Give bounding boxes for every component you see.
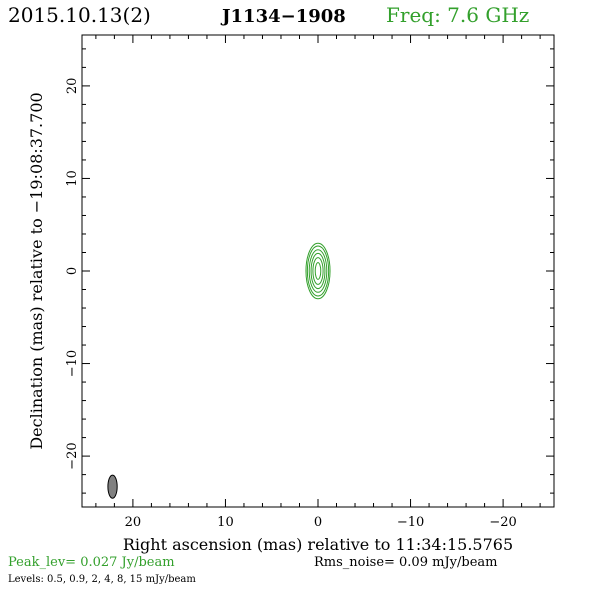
plot-frame xyxy=(81,34,555,508)
axis-ticks xyxy=(82,35,554,507)
beam-group xyxy=(107,474,118,499)
x-tick-label: 10 xyxy=(217,515,234,530)
peak-level: Peak_lev= 0.027 Jy/beam xyxy=(8,555,175,570)
contour-level-6 xyxy=(314,262,322,280)
x-tick-label: −20 xyxy=(489,515,516,530)
contour-levels: Levels: 0.5, 0.9, 2, 4, 8, 15 mJy/beam xyxy=(8,574,196,585)
x-tick-label: −10 xyxy=(397,515,424,530)
contour-level-4 xyxy=(310,252,326,290)
y-tick-label: 20 xyxy=(65,78,80,95)
contour-level-1 xyxy=(305,242,331,300)
source-name: J1134−1908 xyxy=(220,6,346,27)
y-tick-label: 0 xyxy=(65,267,80,275)
beam-ellipse xyxy=(107,474,118,499)
contour-level-3 xyxy=(308,249,328,293)
rms-noise: Rms_noise= 0.09 mJy/beam xyxy=(314,555,497,570)
y-axis-label: Declination (mas) relative to −19:08:37.… xyxy=(27,92,46,449)
y-tick-labels: 20 10 0 −10 −20 xyxy=(65,78,80,470)
x-tick-label: 20 xyxy=(125,515,142,530)
x-tick-labels: 20 10 0 −10 −20 xyxy=(125,515,517,530)
y-tick-label: 10 xyxy=(65,170,80,187)
x-axis-label: Right ascension (mas) relative to 11:34:… xyxy=(123,535,513,554)
frequency-label: Freq: 7.6 GHz xyxy=(386,3,529,27)
observation-date: 2015.10.13(2) xyxy=(8,3,151,27)
contour-level-5 xyxy=(312,257,324,285)
contour-group xyxy=(305,242,331,300)
contour-level-2 xyxy=(306,245,330,297)
y-tick-label: −20 xyxy=(65,442,80,469)
y-tick-label: −10 xyxy=(65,350,80,377)
x-tick-label: 0 xyxy=(314,515,322,530)
